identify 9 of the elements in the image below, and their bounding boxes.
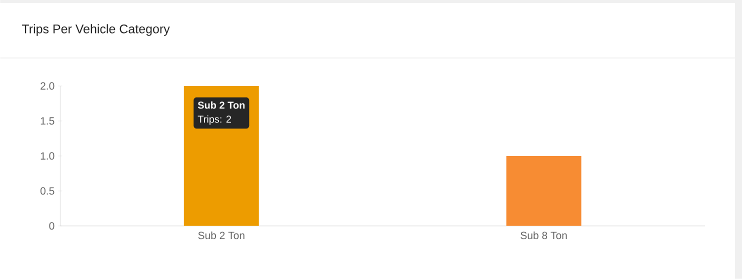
- chart-title: Trips Per Vehicle Category: [22, 24, 170, 36]
- annotation: Sub 2 Ton: [198, 101, 245, 109]
- y-tick-label: 1.5: [40, 117, 54, 125]
- y-tick-label: 2.0: [40, 82, 54, 90]
- y-tick-label: 0.5: [40, 187, 54, 195]
- y-tick-label: 1.0: [40, 152, 54, 160]
- y-tick-label: 0: [49, 222, 54, 230]
- x-tick-label: Sub 8 Ton: [520, 231, 567, 240]
- annotation: Trips: 2: [198, 115, 231, 125]
